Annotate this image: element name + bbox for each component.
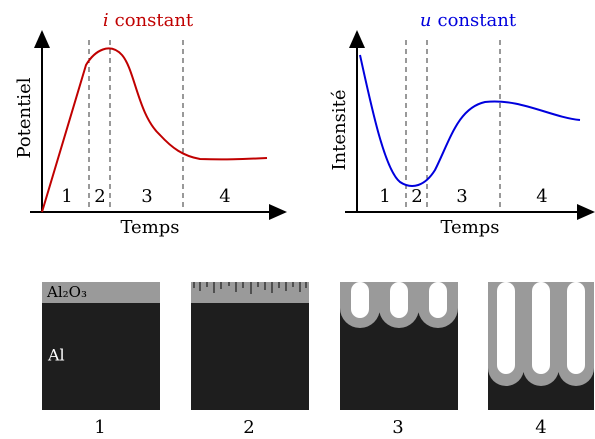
metal (191, 282, 309, 410)
plot-current: i constant Potentiel Temps 1 2 3 4 (14, 10, 287, 238)
phase-label: 4 (219, 186, 230, 207)
panel-caption: 4 (535, 417, 546, 438)
phase-label: 2 (411, 186, 422, 207)
title-variable: i (103, 10, 109, 31)
title-label: constant (438, 10, 517, 31)
current-curve (359, 54, 581, 187)
phase-label: 1 (61, 186, 72, 207)
potential-curve (41, 47, 268, 213)
phase-label: 2 (94, 186, 105, 207)
phase-label: 1 (379, 186, 390, 207)
oxide-label: Al₂O₃ (46, 283, 87, 301)
panel-3 (340, 282, 458, 410)
x-label: Temps (440, 217, 499, 238)
panel-caption: 2 (243, 417, 254, 438)
panel-1: Al₂O₃ Al (42, 282, 160, 410)
title-label: constant (115, 10, 194, 31)
plot-title: u constant (420, 10, 517, 31)
metal-label: Al (47, 346, 65, 365)
phase-label: 3 (141, 186, 152, 207)
metal (42, 282, 160, 410)
phase-label: 4 (536, 186, 547, 207)
plot-voltage: u constant Intensité Temps 1 2 3 4 (329, 10, 595, 238)
oxide (191, 282, 309, 303)
panel-4 (488, 282, 594, 410)
pore-nuclei (193, 282, 307, 294)
plot-title: i constant (103, 10, 194, 31)
y-label: Potentiel (14, 77, 35, 158)
pore (390, 282, 408, 318)
panel-caption: 1 (94, 417, 105, 438)
pore (567, 282, 585, 374)
pore (532, 282, 550, 374)
y-label: Intensité (329, 89, 350, 170)
panel-caption: 3 (392, 417, 403, 438)
pore (497, 282, 515, 374)
panel-2 (191, 282, 309, 410)
oxide (42, 282, 160, 303)
pore (429, 282, 447, 318)
phase-label: 3 (456, 186, 467, 207)
pore (351, 282, 369, 318)
x-label: Temps (120, 217, 179, 238)
title-variable: u (420, 10, 432, 31)
